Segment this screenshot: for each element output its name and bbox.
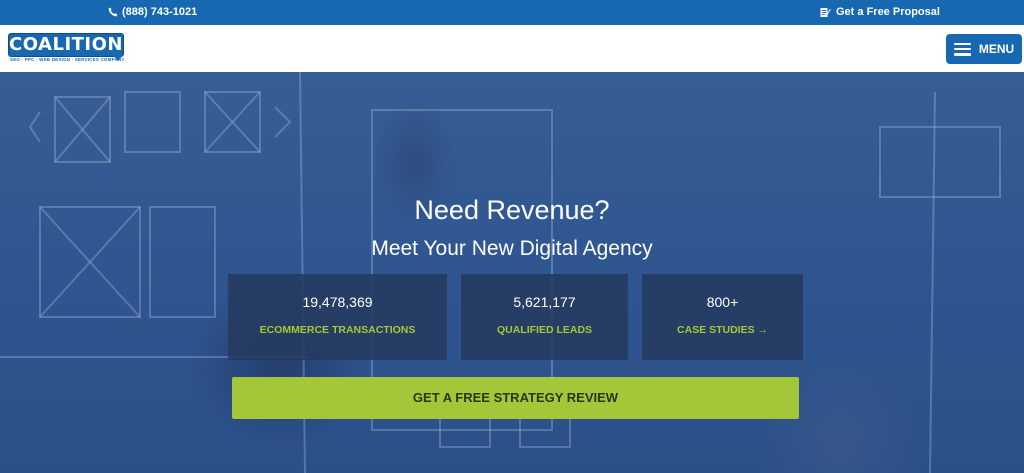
coalition-logo[interactable]: COALITION SEO · PPC · WEB DESIGN · SERVI… [8, 33, 124, 65]
stat-value: 19,478,369 [302, 294, 373, 310]
hero-title: Need Revenue? [414, 195, 610, 225]
phone-icon [108, 7, 118, 17]
phone-link[interactable]: (888) 743-1021 [108, 6, 197, 18]
menu-label: MENU [978, 42, 1015, 56]
stat-case-studies-link[interactable]: 800+ CASE STUDIES → [642, 274, 803, 360]
hero-subtitle: Meet Your New Digital Agency [371, 237, 653, 260]
stat-ecommerce-transactions: 19,478,369 ECOMMERCE TRANSACTIONS [228, 274, 447, 360]
stat-label: CASE STUDIES → [676, 324, 768, 336]
stat-label: QUALIFIED LEADS [496, 324, 593, 336]
stat-value: 800+ [706, 294, 739, 310]
free-strategy-review-button[interactable]: GET A FREE STRATEGY REVIEW [232, 377, 799, 419]
phone-number: (888) 743-1021 [122, 6, 198, 18]
logo-tagline: SEO · PPC · WEB DESIGN · SERVICES COMPAN… [10, 57, 125, 62]
free-proposal-link[interactable]: Get a Free Proposal [820, 6, 940, 18]
menu-icon [953, 42, 971, 56]
stat-value: 5,621,177 [513, 294, 576, 310]
proposal-icon [820, 7, 831, 17]
stat-qualified-leads: 5,621,177 QUALIFIED LEADS [461, 274, 628, 360]
menu-button[interactable]: MENU [946, 34, 1022, 64]
logo-wordmark: COALITION [8, 33, 124, 57]
top-utility-bar: (888) 743-1021 Get a Free Proposal [0, 0, 1024, 25]
whiteboard-sketch-background [0, 72, 1001, 473]
hero-section: Need Revenue? Meet Your New Digital Agen… [0, 72, 1024, 473]
logo-speech-tail [112, 54, 124, 61]
site-header: COALITION SEO · PPC · WEB DESIGN · SERVI… [0, 25, 1024, 73]
free-proposal-label: Get a Free Proposal [836, 6, 940, 18]
stat-label: ECOMMERCE TRANSACTIONS [259, 324, 416, 336]
